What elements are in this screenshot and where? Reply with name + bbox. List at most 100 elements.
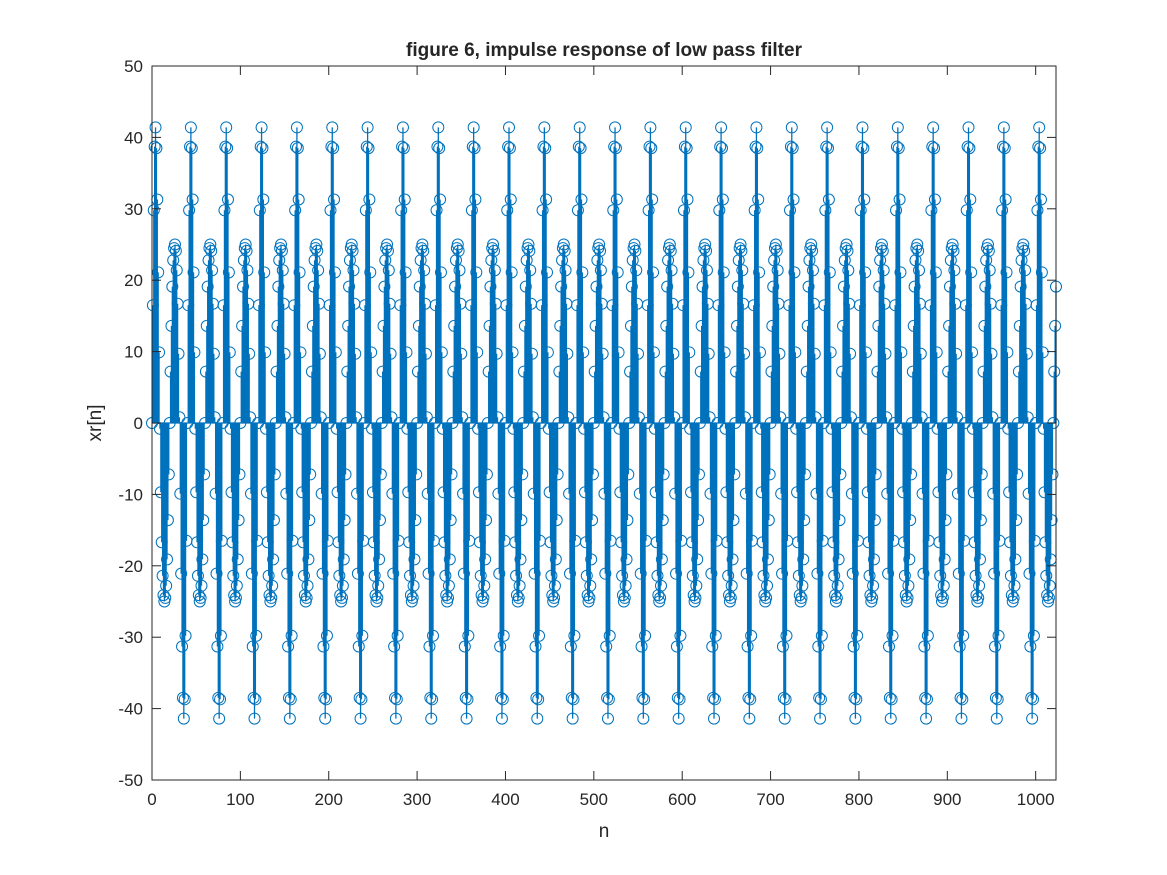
stem-marker: [494, 640, 507, 653]
stem-marker: [197, 514, 210, 527]
stem-marker: [223, 346, 236, 359]
stem-marker: [786, 142, 799, 155]
stem-marker: [245, 567, 258, 580]
stem-marker: [988, 567, 1001, 580]
stem-marker: [533, 629, 546, 642]
stem-marker: [630, 264, 643, 277]
stem-marker: [628, 238, 641, 251]
stem-marker: [150, 142, 163, 155]
stem-marker: [518, 319, 531, 332]
stem-marker: [431, 140, 444, 153]
stem-marker: [857, 142, 870, 155]
x-tick-label: 0: [147, 790, 156, 809]
y-tick-label: 40: [124, 128, 143, 147]
stem-marker: [518, 365, 531, 378]
stem-marker: [635, 640, 648, 653]
stem-marker: [337, 553, 350, 566]
stem-marker: [622, 468, 635, 481]
stem-marker: [305, 365, 318, 378]
stem-marker: [946, 238, 959, 251]
stem-marker: [820, 140, 833, 153]
stem-marker: [416, 238, 429, 251]
stem-marker: [650, 536, 663, 549]
stem-marker: [290, 121, 303, 134]
stem-marker: [470, 266, 483, 279]
stem-marker: [842, 264, 855, 277]
stem-marker: [214, 629, 227, 642]
stem-marker: [847, 640, 860, 653]
stem-marker: [455, 347, 468, 360]
stem-marker: [911, 238, 924, 251]
stem-marker: [336, 579, 349, 592]
stem-marker: [241, 264, 254, 277]
stem-marker: [760, 591, 773, 604]
stem-marker: [690, 579, 703, 592]
stem-marker: [353, 691, 366, 704]
stem-marker: [182, 299, 195, 312]
stem-marker: [1032, 140, 1045, 153]
stem-marker: [879, 347, 892, 360]
stem-marker: [926, 140, 939, 153]
stem-marker: [795, 591, 808, 604]
stem-marker: [777, 691, 790, 704]
stem-marker: [872, 319, 885, 332]
stem-marker: [275, 244, 288, 257]
stem-marker: [805, 238, 818, 251]
stem-marker: [638, 693, 651, 706]
stem-marker: [981, 238, 994, 251]
stem-marker: [939, 514, 952, 527]
stem-marker: [818, 299, 831, 312]
stem-marker: [683, 346, 696, 359]
stem-marker: [667, 347, 680, 360]
stem-marker: [540, 193, 553, 206]
stem-marker: [987, 487, 1000, 500]
stem-marker: [659, 365, 672, 378]
stem-marker: [564, 640, 577, 653]
stem-marker: [886, 629, 899, 642]
stem-marker: [854, 204, 867, 217]
stem-marker: [219, 140, 232, 153]
stem-marker: [928, 193, 941, 206]
stem-marker: [535, 299, 548, 312]
stem-marker: [812, 640, 825, 653]
stem-marker: [748, 204, 761, 217]
stem-marker: [451, 238, 464, 251]
stem-marker: [1046, 468, 1059, 481]
stem-marker: [516, 468, 529, 481]
stem-marker: [423, 640, 436, 653]
stem-marker: [821, 121, 834, 134]
stem-marker: [585, 553, 598, 566]
stem-marker: [399, 266, 412, 279]
stem-marker: [425, 712, 438, 725]
stem-marker: [437, 486, 450, 499]
stem-marker: [563, 567, 576, 580]
stem-marker: [866, 591, 879, 604]
x-tick-label: 1000: [1017, 790, 1055, 809]
stem-marker: [410, 468, 423, 481]
stem-marker: [775, 487, 788, 500]
stem-marker: [229, 591, 242, 604]
stem-marker: [496, 693, 509, 706]
stem-marker: [466, 140, 479, 153]
stem-marker: [656, 514, 669, 527]
stem-marker: [593, 238, 606, 251]
stem-marker: [495, 712, 508, 725]
stem-marker: [584, 579, 597, 592]
stem-marker: [412, 319, 425, 332]
stem-marker: [195, 579, 208, 592]
stem-marker: [477, 591, 490, 604]
stem-marker: [367, 536, 380, 549]
stem-marker: [707, 691, 720, 704]
stem-marker: [573, 121, 586, 134]
stem-marker: [581, 589, 594, 602]
stem-marker: [506, 346, 519, 359]
stem-marker: [845, 487, 858, 500]
stem-marker: [780, 629, 793, 642]
x-tick-label: 700: [756, 790, 784, 809]
stem-marker: [259, 346, 272, 359]
stem-marker: [214, 693, 227, 706]
stem-marker: [901, 591, 914, 604]
stem-marker: [254, 140, 267, 153]
stem-marker: [490, 347, 503, 360]
stem-marker: [558, 244, 571, 257]
